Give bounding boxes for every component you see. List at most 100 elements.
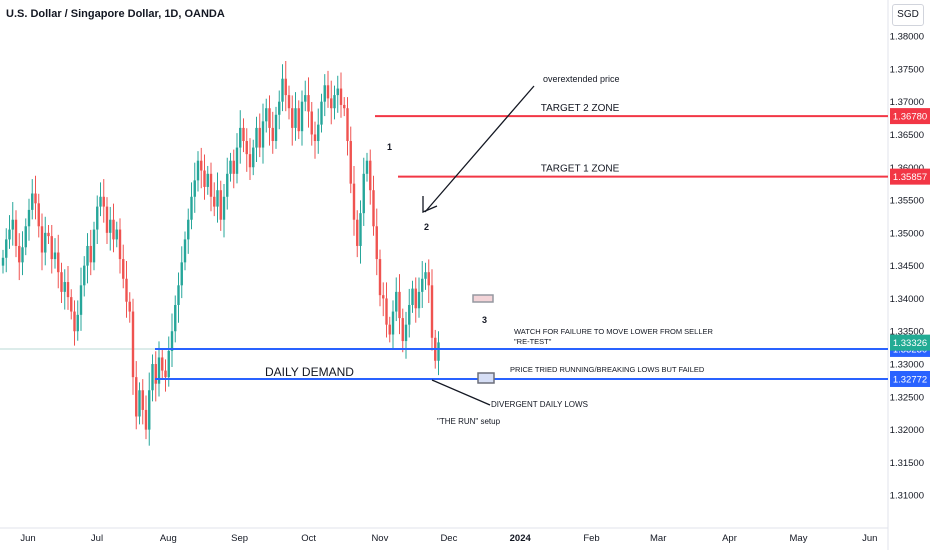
candle-body bbox=[235, 147, 239, 174]
candle-body bbox=[57, 252, 60, 273]
the-run-label: "THE RUN" setup bbox=[437, 417, 501, 426]
candle-body bbox=[167, 350, 170, 378]
chart-title: U.S. Dollar / Singapore Dollar, 1D, OAND… bbox=[6, 8, 225, 20]
candle-body bbox=[138, 390, 141, 417]
price-axis[interactable]: 1.38000 1.37500 1.37000 1.36500 1.36000 1.355… bbox=[890, 32, 930, 502]
candle-body bbox=[248, 154, 252, 168]
time-axis[interactable]: Jun Jul Aug Sep Oct Nov Dec 2024 Feb Mar Apr May Jun bbox=[20, 533, 877, 544]
candle-body bbox=[157, 357, 161, 384]
candle-body bbox=[203, 170, 206, 187]
candle-body bbox=[307, 95, 310, 112]
y-tick-label: 1.31000 bbox=[890, 491, 924, 502]
candle-body bbox=[294, 108, 297, 128]
candle-body bbox=[102, 196, 105, 207]
level-label: TARGET 1 ZONE bbox=[541, 164, 620, 175]
candle-body bbox=[213, 196, 216, 207]
price-badge-text: 1.36780 bbox=[893, 112, 927, 123]
watch-label-2: "RE-TEST" bbox=[514, 337, 552, 346]
price-tried-label: PRICE TRIED RUNNING/BREAKING LOWS BUT FA… bbox=[510, 365, 705, 374]
candle-body bbox=[417, 291, 421, 309]
candle-body bbox=[330, 98, 333, 109]
price-badge bbox=[890, 168, 930, 185]
candle-body bbox=[427, 272, 430, 286]
current-price-badge bbox=[890, 334, 930, 351]
x-tick-label: Nov bbox=[371, 533, 388, 544]
candle-body bbox=[287, 95, 291, 109]
candle-body bbox=[83, 265, 86, 286]
candle-body bbox=[187, 219, 190, 240]
candle-body bbox=[362, 173, 365, 214]
wave-2-label: 2 bbox=[424, 222, 429, 232]
candle-body bbox=[304, 95, 307, 102]
candle-body bbox=[323, 85, 326, 102]
y-tick-label: 1.37000 bbox=[890, 97, 924, 108]
candle-body bbox=[326, 85, 330, 99]
candle-body bbox=[14, 219, 18, 246]
x-tick-label: Jun bbox=[862, 533, 877, 544]
y-tick-label: 1.33000 bbox=[890, 360, 924, 371]
candle-body bbox=[245, 141, 248, 155]
candle-body bbox=[50, 236, 53, 260]
candle-body bbox=[190, 196, 193, 220]
currency-button[interactable]: SGD bbox=[892, 4, 924, 26]
candle-body bbox=[219, 190, 222, 220]
candle-body bbox=[89, 245, 92, 263]
candle-body bbox=[395, 291, 398, 312]
x-tick-label: 2024 bbox=[510, 533, 532, 544]
candle-body bbox=[115, 229, 118, 240]
overextended-label: overextended price bbox=[543, 74, 620, 84]
candle-body bbox=[216, 190, 219, 207]
candle-body bbox=[1, 257, 5, 266]
candle-body bbox=[144, 409, 148, 430]
candle-body bbox=[385, 298, 388, 325]
candle-body bbox=[31, 193, 34, 210]
candle-body bbox=[382, 295, 385, 299]
wave-1-label: 1 bbox=[387, 142, 392, 152]
arrow-head bbox=[422, 196, 438, 213]
candle-body bbox=[369, 160, 372, 191]
candle-body bbox=[317, 124, 320, 142]
candle-body bbox=[424, 272, 427, 279]
candle-body bbox=[297, 108, 300, 132]
x-tick-label: Jun bbox=[20, 533, 35, 544]
x-tick-label: Jul bbox=[91, 533, 103, 544]
candle-body bbox=[79, 285, 83, 315]
annotations: overextended price 1 2 3 WATCH FOR FAILURE T… bbox=[265, 74, 713, 426]
y-tick-label: 1.37500 bbox=[890, 64, 924, 75]
y-tick-label: 1.36000 bbox=[890, 163, 924, 174]
candle-body bbox=[242, 127, 245, 142]
candle-body bbox=[300, 101, 304, 132]
candle-body bbox=[112, 219, 115, 240]
candle-body bbox=[378, 259, 382, 296]
candle-body bbox=[265, 108, 268, 122]
y-tick-label: 1.34000 bbox=[890, 294, 924, 305]
candle-body bbox=[281, 78, 284, 102]
y-tick-label: 1.32000 bbox=[890, 425, 924, 436]
candle-body bbox=[291, 108, 294, 128]
candle-body bbox=[268, 108, 271, 128]
candle-body bbox=[336, 88, 339, 96]
candle-body bbox=[271, 127, 274, 142]
levels: TARGET 2 ZONE TARGET 1 ZONE bbox=[155, 103, 888, 380]
divergence-line bbox=[431, 379, 491, 406]
arrow-line bbox=[424, 85, 535, 213]
candle-body bbox=[278, 101, 281, 115]
candle-body bbox=[40, 226, 44, 253]
candle-body bbox=[193, 180, 196, 197]
candle-body bbox=[27, 209, 31, 227]
x-tick-label: Apr bbox=[722, 533, 737, 544]
price-badge bbox=[890, 108, 930, 125]
candle-body bbox=[352, 183, 356, 220]
candle-body bbox=[339, 88, 343, 105]
candle-body bbox=[375, 226, 378, 260]
x-tick-label: Oct bbox=[301, 533, 316, 544]
candle-body bbox=[356, 219, 359, 246]
candle-body bbox=[105, 206, 109, 233]
candle-body bbox=[310, 111, 313, 135]
candle-body bbox=[63, 282, 66, 292]
candle-body bbox=[349, 141, 352, 184]
candle-body bbox=[239, 127, 242, 148]
candle-body bbox=[8, 229, 11, 240]
